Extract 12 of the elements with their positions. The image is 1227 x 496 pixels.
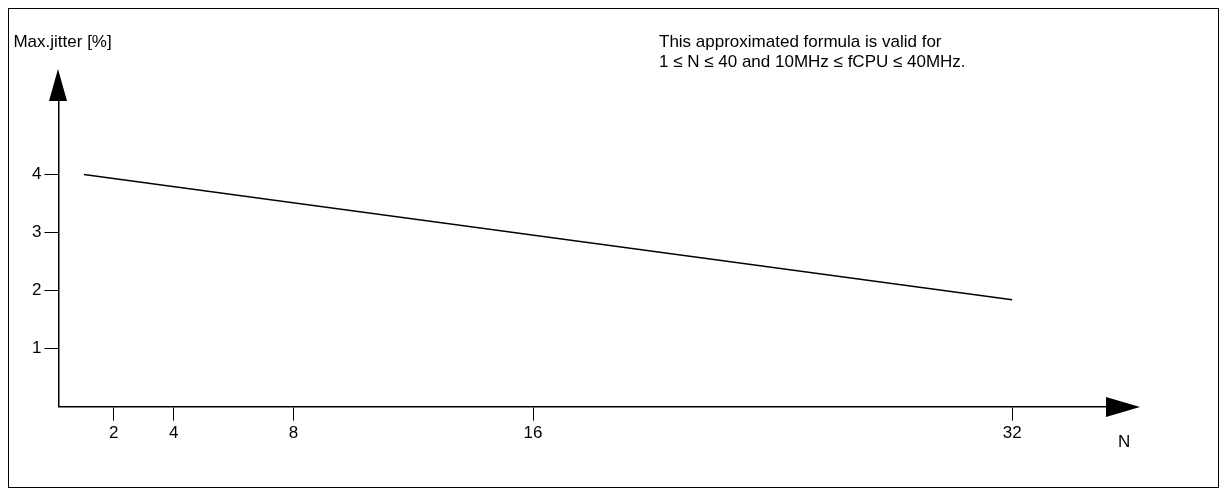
x-axis-title: N	[1118, 431, 1131, 451]
y-tick-label: 3	[31, 222, 42, 242]
x-tick-label: 2	[109, 423, 119, 443]
x-tick-label: 8	[288, 423, 299, 443]
text: This approximated formula is valid for 1 ≤ N ≤ 40 and 10MHz ≤ fCPU ≤ 40MHz.	[659, 32, 966, 71]
y-tick-label: 1	[31, 338, 42, 358]
y-axis-title: Max.jitter [%]	[13, 32, 112, 51]
x-tick-label: 32	[1002, 423, 1022, 443]
x-tick-label: 4	[169, 423, 179, 443]
y-tick-label: 4	[31, 164, 42, 184]
x-tick-label: 16	[523, 423, 543, 443]
y-tick-label: 2	[31, 280, 42, 300]
